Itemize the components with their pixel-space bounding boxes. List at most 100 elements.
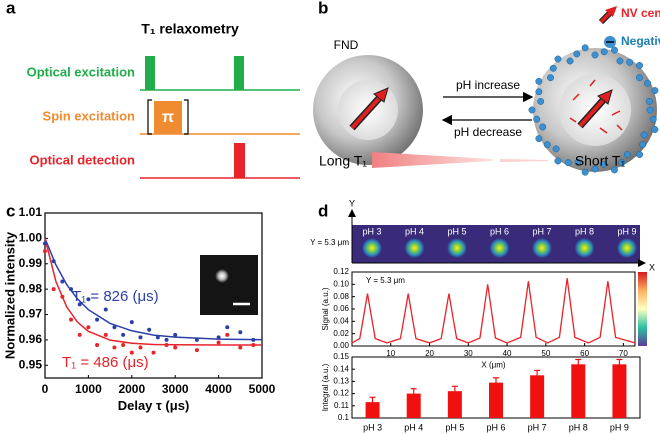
ion: [616, 57, 624, 65]
data-point: [51, 259, 56, 264]
y-axis-label: Integral (a.u.): [321, 363, 330, 411]
y-tick-label: 1.01: [19, 205, 43, 219]
ion: [623, 151, 631, 158]
bar: [612, 364, 627, 418]
data-point: [194, 348, 199, 353]
ion: [640, 131, 648, 139]
y-tick-label: 0.99: [19, 256, 43, 270]
y-tick-label: 0.98: [19, 281, 43, 295]
ion: [651, 126, 659, 133]
y-tick-label: 0.97: [19, 307, 43, 321]
y-tick-label: 0.14: [333, 364, 349, 373]
ion: [535, 88, 543, 96]
x-axis-label: Delay τ (μs): [118, 398, 190, 413]
ion: [649, 115, 657, 123]
y-tick-label: 0.00: [333, 341, 349, 350]
legend-entry: Negative ion: [621, 34, 660, 48]
x-tick-label: pH 5: [445, 422, 464, 432]
data-point: [155, 335, 160, 340]
data-point: [238, 345, 243, 350]
y-tick-label: 0.04: [333, 316, 349, 325]
bar: [365, 402, 380, 418]
bar: [530, 375, 545, 418]
data-point: [151, 350, 156, 355]
ion: [573, 50, 581, 58]
heatmap-label: pH 7: [532, 226, 551, 236]
heatmap-spot: [532, 238, 552, 258]
x-tick-label: pH 8: [569, 422, 588, 432]
heatmap-label: pH 5: [447, 226, 466, 236]
x-tick-label: 0: [42, 382, 49, 396]
ion: [618, 159, 626, 167]
data-point: [173, 345, 178, 350]
ion-particle: [528, 44, 659, 176]
fit-line: [44, 238, 263, 341]
x-tick-label: 4000: [205, 382, 232, 396]
ion: [600, 48, 608, 56]
particle-label: FND: [334, 38, 359, 52]
x-axis-label: X (μm): [481, 360, 505, 369]
y-tick-label: 0.13: [333, 377, 349, 386]
ion: [537, 97, 545, 105]
axis-name: X: [649, 262, 655, 272]
y-tick-label: 0.06: [333, 304, 349, 313]
x-tick-label: 20: [425, 349, 434, 358]
heatmap-spot: [617, 238, 637, 258]
heatmap-label: pH 4: [405, 226, 424, 236]
timing-diagram: [140, 56, 300, 179]
y-tick-label: 0.12: [333, 267, 349, 276]
x-tick-label: 30: [464, 349, 473, 358]
ion: [533, 115, 541, 123]
ion: [528, 106, 536, 114]
y-axis-label: Normalized intensity: [2, 231, 17, 359]
arrow-label: pH increase: [456, 78, 520, 92]
y-axis-label: Signal (a.u.): [321, 287, 330, 330]
data-point: [51, 287, 56, 292]
annotation: Y = 5.3 μm: [366, 276, 405, 285]
data-point: [238, 330, 243, 335]
legend-icons: [598, 6, 617, 48]
y-tick-label: 1.00: [19, 231, 43, 245]
pulse-label: π: [162, 109, 174, 126]
row-label: Y = 5.3 μm: [310, 238, 349, 247]
ion: [549, 64, 557, 72]
data-point: [103, 332, 108, 337]
reaction-arrows: [441, 91, 534, 126]
y-tick-label: 0.96: [19, 332, 43, 346]
panel-title: T₁ relaxometry: [141, 21, 239, 37]
legend-entry: NV center: [621, 6, 660, 20]
ion: [574, 158, 582, 166]
data-point: [112, 345, 117, 350]
ion: [535, 77, 543, 85]
x-tick-label: 1000: [75, 382, 102, 396]
y-tick-label: 0.08: [333, 292, 349, 301]
bar: [571, 364, 586, 418]
x-tick-label: pH 6: [486, 422, 505, 432]
data-point: [69, 317, 74, 322]
data-point: [60, 279, 65, 284]
bar: [406, 393, 421, 418]
ion: [645, 97, 653, 105]
y-tick-label: 0.11: [334, 401, 350, 410]
data-point: [225, 325, 230, 330]
data-point: [216, 340, 221, 345]
data-point: [95, 343, 100, 347]
data-point: [112, 325, 117, 330]
data-point: [225, 332, 230, 337]
data-point: [43, 249, 47, 254]
data-point: [86, 325, 91, 330]
gradient-wedge: [500, 159, 548, 162]
ion: [547, 74, 554, 82]
ion: [636, 62, 643, 69]
x-tick-label: pH 4: [404, 422, 423, 432]
data-point: [164, 343, 169, 347]
data-point: [43, 241, 47, 246]
row-label: Optical excitation: [27, 64, 135, 79]
data-point: [121, 343, 126, 347]
x-tick-label: 5000: [249, 382, 276, 396]
gradient-wedge: [372, 152, 492, 168]
arrow-label: pH decrease: [454, 125, 522, 139]
plot-frame: [44, 212, 263, 379]
row-label: Optical detection: [30, 152, 136, 167]
